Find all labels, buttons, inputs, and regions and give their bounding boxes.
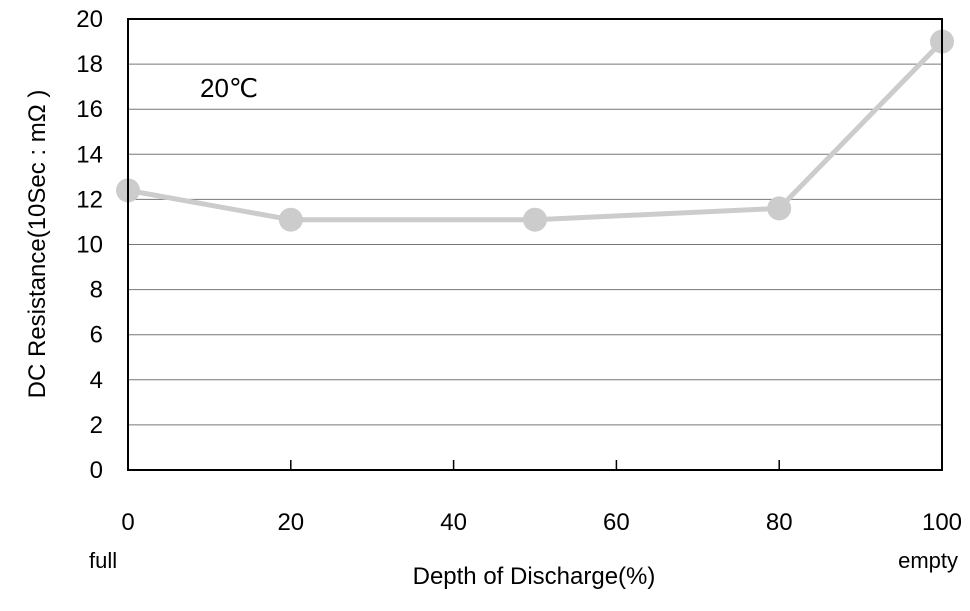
data-point xyxy=(523,207,547,232)
x-tick-label: 0 xyxy=(121,509,134,536)
x-tick-label: 20 xyxy=(277,509,304,536)
y-axis-title: DC Resistance(10Sec : mΩ ) xyxy=(24,90,51,399)
data-point xyxy=(767,196,792,221)
y-tick-label: 10 xyxy=(76,232,103,259)
x-right-note: empty xyxy=(898,548,958,573)
y-tick-label: 8 xyxy=(90,277,103,304)
y-tick-label: 12 xyxy=(76,186,103,213)
x-axis-title: Depth of Discharge(%) xyxy=(413,563,656,590)
y-tick-label: 4 xyxy=(90,367,103,394)
y-tick-label: 2 xyxy=(90,412,103,439)
data-point xyxy=(278,207,303,232)
x-tick-label: 60 xyxy=(603,509,630,536)
series-line xyxy=(127,39,944,223)
plot-frame xyxy=(127,18,943,471)
y-tick-labels: 0 2 4 6 8 10 12 14 16 18 20 xyxy=(76,6,103,484)
series-layer xyxy=(116,29,954,232)
x-tick-label: 40 xyxy=(440,509,467,536)
x-ticks xyxy=(290,460,780,470)
y-tick-label: 16 xyxy=(76,96,103,123)
y-tick-label: 18 xyxy=(76,51,103,78)
y-tick-label: 14 xyxy=(76,141,103,168)
temperature-annotation: 20℃ xyxy=(200,73,258,103)
y-tick-label: 6 xyxy=(90,322,103,349)
x-tick-label: 100 xyxy=(922,509,962,536)
x-tick-label: 80 xyxy=(766,509,793,536)
grid xyxy=(128,63,942,426)
y-tick-label: 0 xyxy=(90,457,103,484)
y-tick-label: 20 xyxy=(76,6,103,33)
x-left-note: full xyxy=(89,548,117,573)
x-tick-labels: 0 20 40 60 80 100 xyxy=(121,509,962,536)
